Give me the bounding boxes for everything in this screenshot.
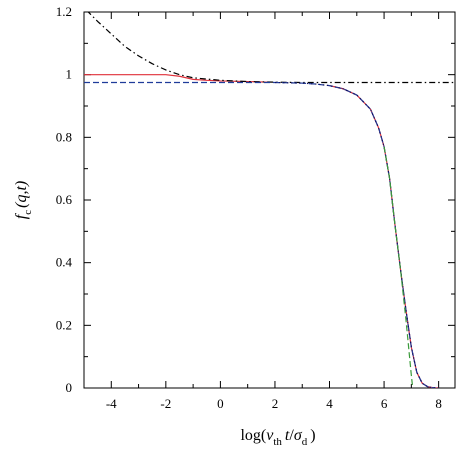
y-tick-label: 1.2 bbox=[56, 4, 72, 19]
x-tick-label: 2 bbox=[272, 396, 279, 411]
x-axis-label-slash: / bbox=[289, 427, 294, 444]
x-tick-label: 8 bbox=[435, 396, 442, 411]
series-line-1 bbox=[84, 74, 270, 83]
series-line-2 bbox=[329, 85, 439, 388]
y-axis-label: fc (q,t) bbox=[13, 181, 34, 219]
series-line-3 bbox=[87, 12, 455, 84]
plot-frame bbox=[83, 11, 456, 389]
y-axis-label-f-sub: c bbox=[22, 210, 34, 215]
series-line-5 bbox=[274, 81, 439, 388]
x-axis-label-sigma-sub: d bbox=[302, 436, 308, 448]
y-tick-label: 0 bbox=[66, 380, 73, 395]
y-tick-labels: 0 0.2 0.4 0.6 0.8 1 1.2 bbox=[56, 4, 73, 395]
x-axis-label-sigma: σ bbox=[294, 427, 303, 444]
y-tick-label: 0.8 bbox=[56, 129, 72, 144]
y-tick-label: 0.2 bbox=[56, 317, 72, 332]
x-axis-label-suffix: ) bbox=[310, 427, 315, 444]
y-axis-label-args: (q,t) bbox=[13, 181, 30, 208]
y-axis-label-f: f bbox=[13, 212, 30, 219]
x-tick-label: -2 bbox=[160, 396, 171, 411]
x-tick-labels: -4 -2 0 2 4 6 8 bbox=[106, 396, 442, 411]
series-line-6 bbox=[383, 146, 414, 388]
x-axis-label-t: t bbox=[285, 427, 290, 444]
x-tick-label: 0 bbox=[217, 396, 224, 411]
x-axis-label-v-sub: th bbox=[273, 436, 282, 448]
x-tick-label: 4 bbox=[326, 396, 333, 411]
y-tick-label: 0.6 bbox=[56, 192, 73, 207]
y-tick-label: 0.4 bbox=[56, 255, 73, 270]
x-axis-label: log(vth t/σd) bbox=[240, 427, 315, 448]
x-tick-label: -4 bbox=[106, 396, 117, 411]
tick-marks bbox=[83, 11, 455, 389]
series-line-4 bbox=[84, 81, 436, 388]
series-group bbox=[84, 12, 455, 388]
x-tick-label: 6 bbox=[381, 396, 388, 411]
x-axis-label-v: v bbox=[266, 427, 274, 444]
x-axis-label-prefix: log( bbox=[240, 427, 266, 444]
y-tick-label: 1 bbox=[66, 67, 73, 82]
